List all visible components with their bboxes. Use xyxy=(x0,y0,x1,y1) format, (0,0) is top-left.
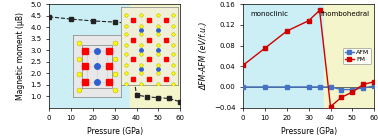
Bar xyxy=(243,4,324,108)
Y-axis label: Magnetic moment (μB): Magnetic moment (μB) xyxy=(16,12,25,100)
AFM xyxy=(339,89,344,90)
FM xyxy=(307,20,311,22)
FM xyxy=(350,91,355,93)
Bar xyxy=(49,4,130,108)
Text: monoclinic: monoclinic xyxy=(250,11,288,17)
AFM xyxy=(318,86,322,88)
Line: AFM: AFM xyxy=(242,84,376,91)
X-axis label: Pressure (GPa): Pressure (GPa) xyxy=(87,127,143,136)
FM xyxy=(318,10,322,11)
AFM xyxy=(350,89,355,90)
FM xyxy=(241,64,245,66)
FM xyxy=(263,47,267,49)
FM xyxy=(328,106,333,107)
AFM xyxy=(285,86,289,88)
FM xyxy=(339,96,344,98)
FM xyxy=(361,83,366,85)
AFM xyxy=(263,86,267,88)
AFM xyxy=(361,87,366,89)
AFM xyxy=(241,86,245,88)
Legend: AFM, FM: AFM, FM xyxy=(343,48,371,64)
Text: rhombohedral: rhombohedral xyxy=(321,11,370,17)
Line: FM: FM xyxy=(242,9,376,108)
AFM xyxy=(372,85,376,87)
AFM xyxy=(307,86,311,88)
AFM xyxy=(328,86,333,88)
FM xyxy=(285,30,289,32)
Bar xyxy=(324,4,374,108)
X-axis label: Pressure (GPa): Pressure (GPa) xyxy=(280,127,337,136)
Bar xyxy=(130,4,180,108)
Y-axis label: ΔFM-AFM (eV/f.u.): ΔFM-AFM (eV/f.u.) xyxy=(200,22,208,90)
FM xyxy=(372,81,376,83)
